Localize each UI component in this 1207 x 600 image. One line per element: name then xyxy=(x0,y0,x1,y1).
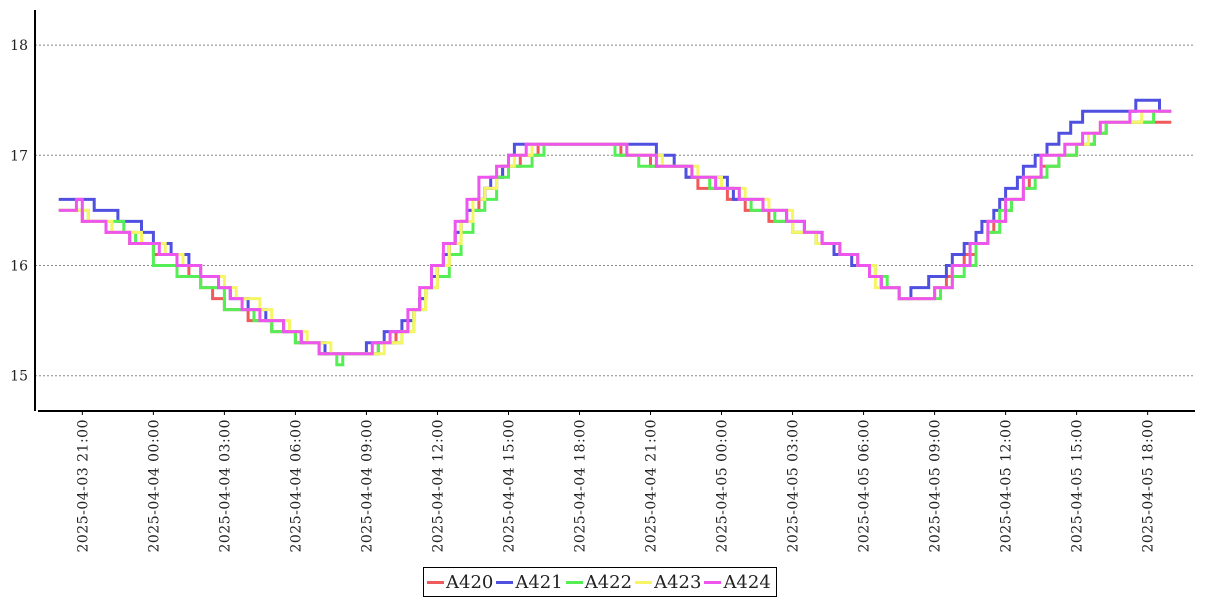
axes xyxy=(34,10,1195,412)
series-lines xyxy=(58,98,1172,367)
legend-swatch xyxy=(704,580,722,584)
series-line-a420 xyxy=(58,120,1172,356)
series-line-a422 xyxy=(58,109,1172,367)
legend-swatch xyxy=(635,580,653,584)
x-tick-label: 2025-04-04 15:00 xyxy=(502,419,518,553)
x-tick-label: 2025-04-04 18:00 xyxy=(573,419,589,553)
legend-swatch xyxy=(427,580,444,584)
legend: A420 A421 A422 A423 A424 xyxy=(423,567,777,597)
legend-label: A421 xyxy=(515,571,563,593)
grid-lines xyxy=(35,44,1195,377)
x-tick-label: 2025-04-05 06:00 xyxy=(857,419,873,553)
legend-swatch xyxy=(565,580,583,584)
legend-item-a422: A422 xyxy=(565,571,635,593)
legend-item-a421: A421 xyxy=(496,572,565,593)
x-tick-label: 2025-04-04 06:00 xyxy=(288,419,304,553)
legend-label: A423 xyxy=(654,571,702,593)
legend-item-a424: A424 xyxy=(704,572,773,593)
legend-label: A422 xyxy=(584,571,633,593)
x-tick-label: 2025-04-04 21:00 xyxy=(644,419,660,553)
x-tick-label: 2025-04-04 03:00 xyxy=(217,419,233,553)
x-tick-label: 2025-04-05 12:00 xyxy=(999,419,1015,553)
legend-item-a423: A423 xyxy=(635,572,704,593)
y-tick-label: 17 xyxy=(10,148,28,164)
series-line-a421 xyxy=(58,98,1172,356)
x-tick-label: 2025-04-04 00:00 xyxy=(146,419,162,553)
x-tick-label: 2025-04-04 12:00 xyxy=(430,419,446,553)
series-line-a424 xyxy=(58,109,1172,356)
y-tick-label: 18 xyxy=(10,38,28,54)
x-tick-label: 2025-04-04 09:00 xyxy=(359,419,375,553)
y-tick-label: 16 xyxy=(10,259,28,275)
y-axis-ticks: 15 16 17 18 xyxy=(10,38,28,385)
x-tick-label: 2025-04-05 09:00 xyxy=(928,419,944,553)
legend-label: A420 xyxy=(446,571,494,593)
x-axis-ticks: 2025-04-03 21:00 2025-04-04 00:00 2025-04-… xyxy=(75,411,1157,553)
legend-label: A424 xyxy=(723,571,771,593)
legend-item-a420: A420 xyxy=(427,572,496,593)
x-tick-label: 2025-04-05 03:00 xyxy=(786,419,802,553)
legend-swatch xyxy=(496,580,514,584)
x-tick-label: 2025-04-05 00:00 xyxy=(715,419,731,553)
x-tick-label: 2025-04-03 21:00 xyxy=(75,419,91,553)
x-tick-label: 2025-04-05 15:00 xyxy=(1070,419,1086,553)
y-tick-label: 15 xyxy=(10,369,28,385)
x-tick-label: 2025-04-05 18:00 xyxy=(1141,419,1157,553)
